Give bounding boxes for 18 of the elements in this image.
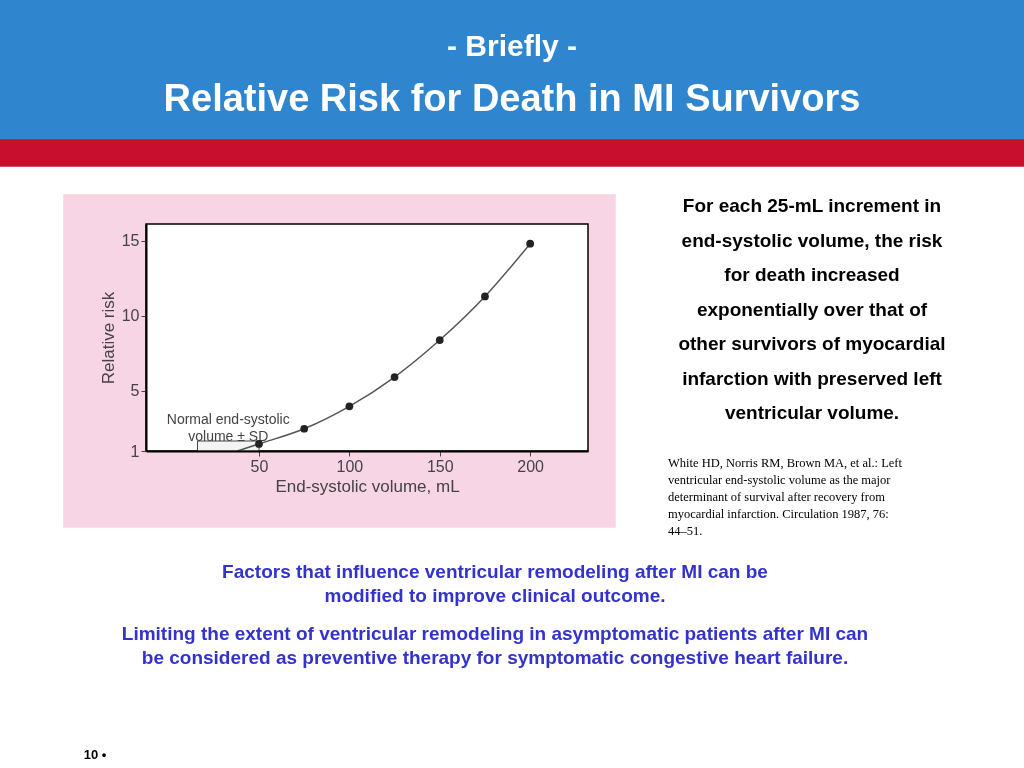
text: 10 • — [83, 747, 107, 762]
text: Factors that influence ventricular remodeling after MI can be modified to improve clinical outcome. — [222, 561, 768, 606]
y-axis-title: Relative risk — [98, 291, 118, 385]
chart-subtitle: - Briefly - — [446, 29, 578, 62]
x-tick-label: 200 — [517, 457, 545, 475]
x-tick-label: 50 — [250, 457, 269, 475]
y-tick-label: 5 — [130, 382, 140, 400]
x-axis-title: End-systolic volume, mL — [275, 476, 460, 496]
chart-title: Relative Risk for Death in MI Survivors — [163, 77, 861, 119]
y-tick-label: 1 — [130, 442, 140, 460]
text: For each 25-mL increment in end-systolic volume, the risk for death increased exponentially over that of other survivors of myocardial infarction with preserved left ventricular volume. — [678, 195, 946, 423]
x-tick-label: 100 — [336, 457, 364, 475]
band-label: Normal end-systolic volume ± SD — [166, 411, 290, 444]
y-tick-label: 15 — [121, 232, 140, 250]
y-tick-label: 10 — [121, 307, 140, 325]
text: Limiting the extent of ventricular remodeling in asymptomatic patients after MI can be considered as preventive therapy for symptomatic congestive heart failure. — [121, 623, 869, 668]
x-tick-label: 150 — [426, 457, 454, 475]
text: White HD, Norris RM, Brown MA, et al.: Left ventricular end-systolic volume as the major determinant of survival after recovery from myocardial infarction. Circulation 1987, 76: 44–51. — [668, 456, 903, 538]
